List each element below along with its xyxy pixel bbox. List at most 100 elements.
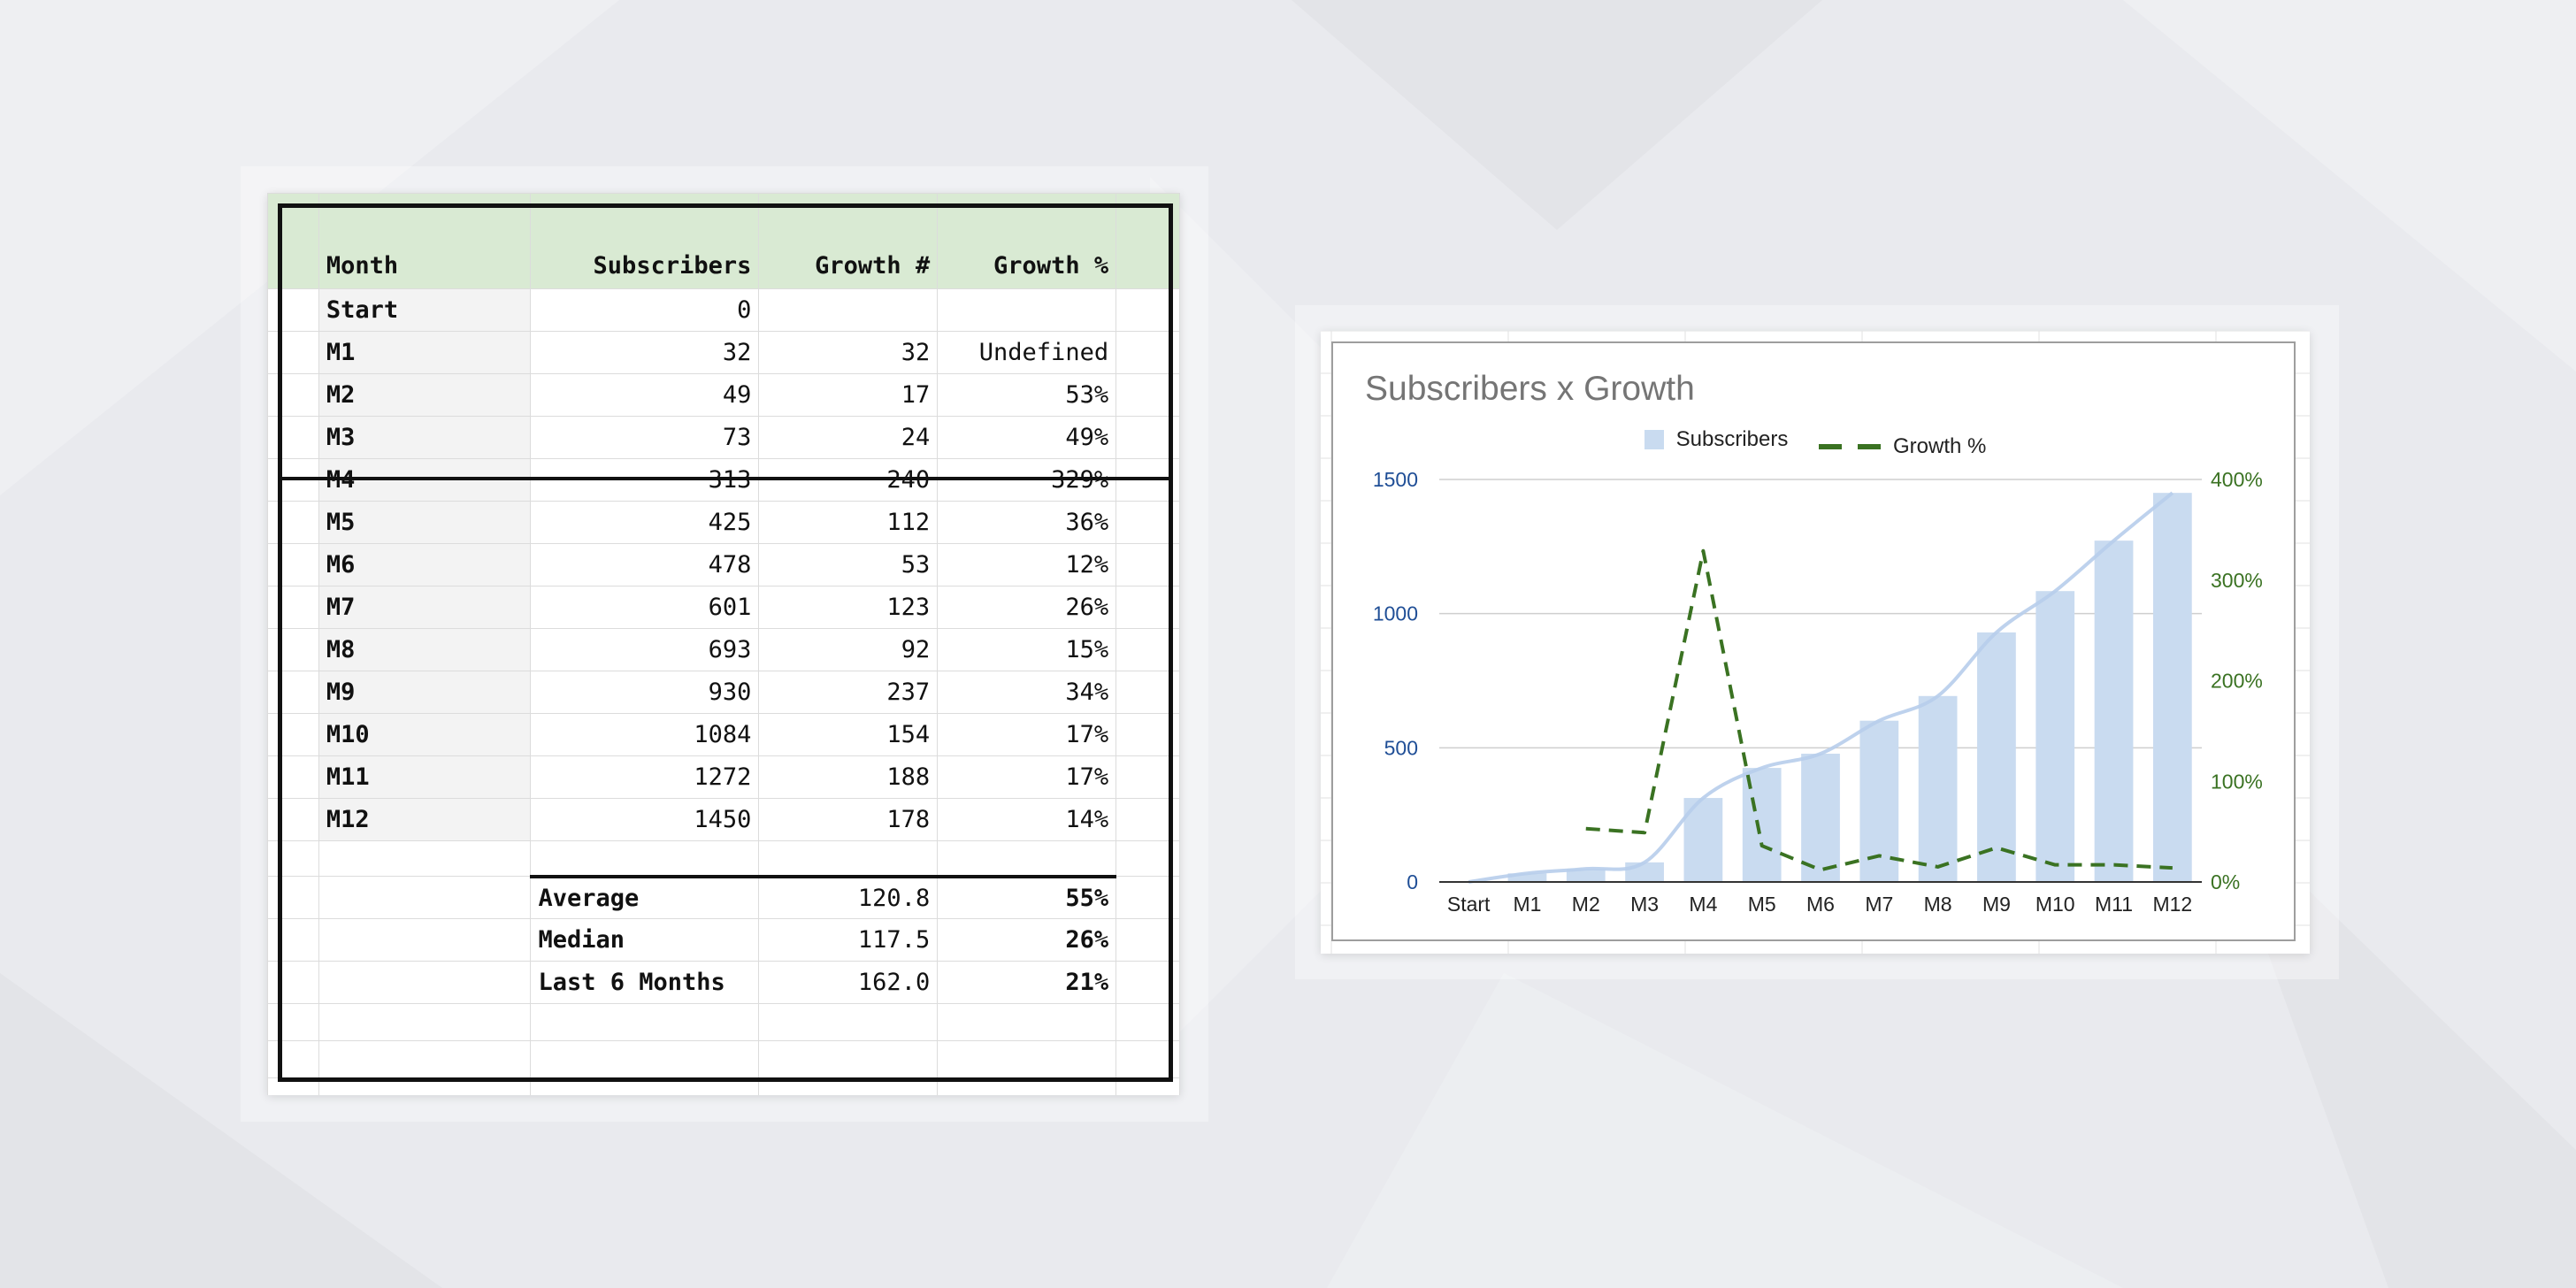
empty-cell[interactable]: [1116, 840, 1180, 877]
empty-cell[interactable]: [1116, 586, 1180, 629]
legend-item-growth[interactable]: Growth %: [1819, 434, 1986, 459]
cell-growth-num[interactable]: 123: [758, 586, 939, 629]
empty-cell[interactable]: [1116, 628, 1180, 671]
empty-cell[interactable]: [1116, 713, 1180, 756]
empty-cell[interactable]: [1116, 1077, 1180, 1095]
cell-subscribers[interactable]: 478: [530, 543, 760, 586]
empty-cell[interactable]: [758, 1003, 939, 1041]
empty-cell[interactable]: [1116, 1040, 1180, 1078]
empty-cell[interactable]: [318, 876, 532, 919]
col-header-growth-num[interactable]: Growth #: [758, 193, 939, 289]
empty-cell[interactable]: [1116, 416, 1180, 459]
summary-growth-pct[interactable]: 55%: [937, 874, 1117, 919]
summary-label[interactable]: Median: [530, 918, 760, 962]
summary-growth-num[interactable]: 162.0: [758, 961, 939, 1004]
cell-growth-num[interactable]: 92: [758, 628, 939, 671]
empty-cell[interactable]: [1116, 331, 1180, 374]
cell-growth-num[interactable]: 178: [758, 798, 939, 841]
empty-cell[interactable]: [530, 840, 760, 877]
empty-cell[interactable]: [1116, 193, 1180, 289]
cell-subscribers[interactable]: 0: [530, 288, 760, 332]
cell-month[interactable]: M10: [318, 713, 532, 756]
empty-cell[interactable]: [318, 1040, 532, 1078]
empty-cell[interactable]: [318, 1077, 532, 1095]
empty-cell[interactable]: [758, 1040, 939, 1078]
empty-cell[interactable]: [1116, 961, 1180, 1004]
cell-growth-pct[interactable]: 14%: [937, 798, 1117, 841]
summary-growth-num[interactable]: 120.8: [758, 874, 939, 919]
empty-cell[interactable]: [318, 840, 532, 877]
empty-cell[interactable]: [937, 1040, 1117, 1078]
cell-growth-pct[interactable]: 12%: [937, 543, 1117, 586]
cell-month[interactable]: M2: [318, 373, 532, 417]
cell-subscribers[interactable]: 1272: [530, 755, 760, 799]
summary-growth-num[interactable]: 117.5: [758, 918, 939, 962]
col-header-month[interactable]: Month: [318, 193, 532, 289]
cell-month[interactable]: M3: [318, 416, 532, 459]
cell-growth-num[interactable]: 237: [758, 671, 939, 714]
cell-growth-pct[interactable]: [937, 288, 1117, 332]
cell-growth-pct[interactable]: 15%: [937, 628, 1117, 671]
empty-cell[interactable]: [318, 1003, 532, 1041]
empty-cell[interactable]: [530, 1003, 760, 1041]
empty-cell[interactable]: [530, 1077, 760, 1095]
summary-growth-pct[interactable]: 26%: [937, 918, 1117, 962]
cell-month[interactable]: M12: [318, 798, 532, 841]
empty-cell[interactable]: [1116, 798, 1180, 841]
cell-month[interactable]: Start: [318, 288, 532, 332]
cell-month[interactable]: M7: [318, 586, 532, 629]
cell-subscribers[interactable]: 32: [530, 331, 760, 374]
cell-growth-num[interactable]: 17: [758, 373, 939, 417]
cell-growth-pct[interactable]: 17%: [937, 713, 1117, 756]
cell-subscribers[interactable]: 930: [530, 671, 760, 714]
empty-cell[interactable]: [530, 1040, 760, 1078]
cell-month[interactable]: M4: [318, 458, 532, 502]
empty-cell[interactable]: [318, 961, 532, 1004]
empty-cell[interactable]: [1116, 373, 1180, 417]
cell-growth-num[interactable]: 240: [758, 458, 939, 502]
cell-growth-num[interactable]: 112: [758, 501, 939, 544]
empty-cell[interactable]: [1116, 543, 1180, 586]
empty-cell[interactable]: [1116, 671, 1180, 714]
cell-growth-pct[interactable]: 26%: [937, 586, 1117, 629]
cell-month[interactable]: M9: [318, 671, 532, 714]
cell-subscribers[interactable]: 1084: [530, 713, 760, 756]
empty-cell[interactable]: [758, 840, 939, 877]
cell-month[interactable]: M5: [318, 501, 532, 544]
empty-cell[interactable]: [1116, 755, 1180, 799]
cell-subscribers[interactable]: 693: [530, 628, 760, 671]
cell-subscribers[interactable]: 425: [530, 501, 760, 544]
cell-growth-pct[interactable]: 329%: [937, 458, 1117, 502]
empty-cell[interactable]: [318, 918, 532, 962]
empty-cell[interactable]: [1116, 501, 1180, 544]
cell-growth-pct[interactable]: 53%: [937, 373, 1117, 417]
cell-growth-num[interactable]: 53: [758, 543, 939, 586]
empty-cell[interactable]: [1116, 918, 1180, 962]
col-header-subscribers[interactable]: Subscribers: [530, 193, 760, 289]
cell-subscribers[interactable]: 73: [530, 416, 760, 459]
chart[interactable]: Subscribers x Growth Subscribers Growth …: [1331, 341, 2296, 941]
cell-growth-num[interactable]: 32: [758, 331, 939, 374]
cell-growth-pct[interactable]: 36%: [937, 501, 1117, 544]
cell-growth-num[interactable]: [758, 288, 939, 332]
summary-label[interactable]: Average: [530, 874, 760, 919]
cell-growth-pct[interactable]: 49%: [937, 416, 1117, 459]
cell-growth-num[interactable]: 24: [758, 416, 939, 459]
cell-subscribers[interactable]: 49: [530, 373, 760, 417]
summary-label[interactable]: Last 6 Months: [530, 961, 760, 1004]
legend-item-subscribers[interactable]: Subscribers: [1644, 427, 1788, 452]
cell-month[interactable]: M6: [318, 543, 532, 586]
cell-subscribers[interactable]: 601: [530, 586, 760, 629]
cell-month[interactable]: M1: [318, 331, 532, 374]
col-header-growth-pct[interactable]: Growth %: [937, 193, 1117, 289]
empty-cell[interactable]: [1116, 876, 1180, 919]
cell-growth-num[interactable]: 154: [758, 713, 939, 756]
empty-cell[interactable]: [937, 1077, 1117, 1095]
cell-month[interactable]: M8: [318, 628, 532, 671]
cell-month[interactable]: M11: [318, 755, 532, 799]
empty-cell[interactable]: [937, 1003, 1117, 1041]
cell-growth-pct[interactable]: Undefined: [937, 331, 1117, 374]
empty-cell[interactable]: [758, 1077, 939, 1095]
cell-subscribers[interactable]: 313: [530, 458, 760, 502]
cell-growth-pct[interactable]: 34%: [937, 671, 1117, 714]
